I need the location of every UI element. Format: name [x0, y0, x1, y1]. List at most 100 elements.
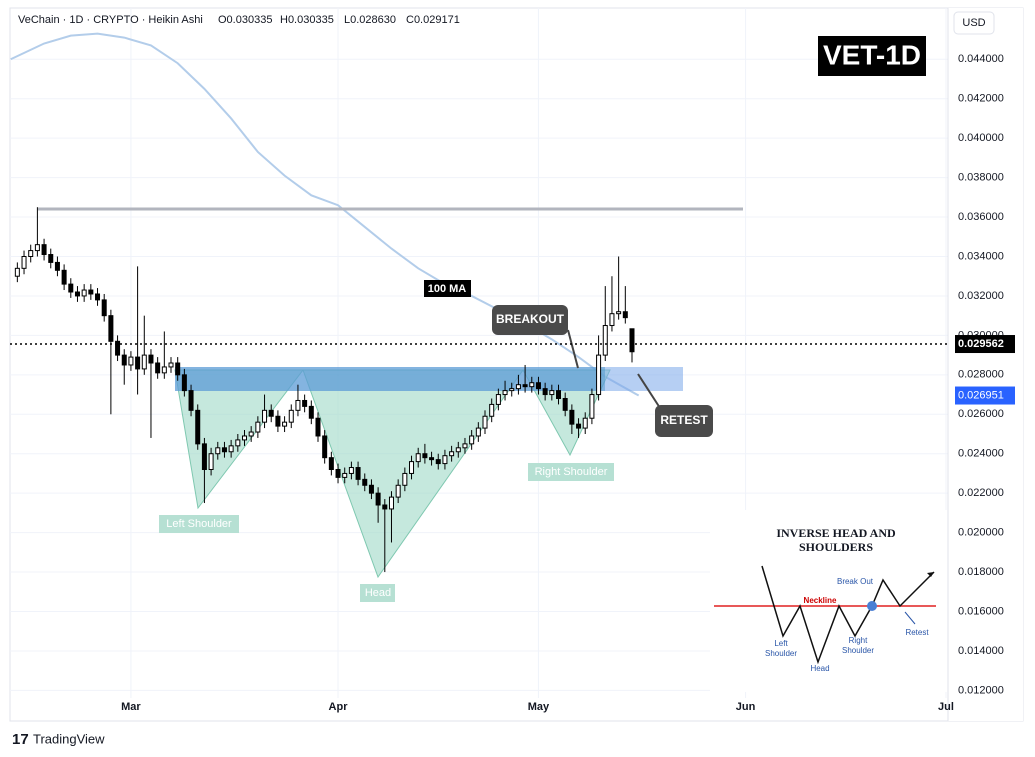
candle-body — [21, 256, 27, 269]
candle-body — [95, 293, 101, 301]
y-tick-label: 0.026000 — [958, 408, 1004, 420]
x-tick-label: Jul — [938, 701, 954, 713]
ohlc-open: O0.030335 — [218, 14, 272, 26]
time-axis: Mar Apr May Jun Jul — [121, 701, 954, 713]
x-tick-label: Jun — [736, 701, 756, 713]
candle-body — [562, 398, 568, 411]
candle-body — [382, 504, 388, 510]
candle-body — [368, 484, 374, 494]
candle-body — [148, 354, 154, 364]
inset-breakout-dot — [867, 601, 877, 611]
candle-body — [128, 356, 134, 366]
candle-body — [81, 289, 87, 297]
y-tick-label: 0.034000 — [958, 250, 1004, 262]
y-tick-label: 0.020000 — [958, 527, 1004, 539]
candle-body — [168, 362, 174, 368]
candle-body — [576, 423, 582, 429]
candle-body — [442, 455, 448, 465]
y-tick-label: 0.040000 — [958, 132, 1004, 144]
y-tick-label: 0.042000 — [958, 93, 1004, 105]
candle-body — [61, 269, 67, 285]
candle-body — [602, 325, 608, 356]
candle-body — [509, 388, 515, 392]
y-tick-label: 0.016000 — [958, 605, 1004, 617]
candle-body — [535, 382, 541, 390]
candle-body — [262, 409, 268, 423]
inset-retest-pointer — [904, 611, 916, 625]
candle-body — [255, 421, 261, 433]
candle-body — [34, 244, 40, 252]
candle-body — [141, 354, 147, 370]
candle-body — [288, 409, 294, 423]
branding: TradingView — [33, 731, 105, 746]
y-tick-label: 0.032000 — [958, 290, 1004, 302]
inset-title: SHOULDERS — [799, 540, 873, 554]
candle-body — [248, 431, 254, 437]
right-shoulder-box — [528, 463, 614, 481]
badge-box — [818, 36, 926, 76]
inset-retest-label: Retest — [905, 628, 929, 637]
candle-body — [455, 447, 461, 453]
candle-body — [422, 453, 428, 459]
ma-label: 100 MA — [428, 283, 467, 295]
ohlc-low: L0.028630 — [344, 14, 396, 26]
candle-body — [355, 467, 361, 480]
y-tick-label: 0.022000 — [958, 487, 1004, 499]
candle-body — [335, 469, 341, 478]
candle-body — [68, 283, 74, 293]
candle-body — [74, 291, 80, 297]
breakout-box — [492, 305, 568, 335]
x-tick-label: May — [528, 701, 550, 713]
header: VeChain · 1D · CRYPTO · Heikin Ashi O0.0… — [18, 14, 460, 26]
candle-body — [415, 453, 421, 463]
inset: INVERSE HEAD AND SHOULDERS Neckline Brea… — [710, 510, 948, 692]
candle-body — [295, 399, 301, 411]
y-tick-label: 0.018000 — [958, 566, 1004, 578]
retest-zone — [605, 367, 683, 391]
candle-body — [215, 447, 221, 455]
candle-body — [175, 362, 181, 376]
candle-body — [308, 405, 314, 419]
inset-left-label: Shoulder — [765, 649, 797, 658]
right-shoulder-label: Right Shoulder — [535, 466, 608, 478]
candle-body — [135, 356, 141, 370]
axis-bg — [948, 8, 1023, 721]
candle-body — [48, 254, 54, 263]
retest-label: RETEST — [660, 413, 708, 427]
left-shoulder-box — [159, 515, 239, 533]
candle-body — [629, 328, 635, 353]
ma-label-box — [424, 280, 471, 297]
candle-body — [402, 472, 408, 486]
candle-body — [302, 399, 308, 407]
candle-body — [435, 459, 441, 465]
breakout-label: BREAKOUT — [496, 312, 565, 326]
candle-body — [495, 394, 501, 405]
candle-body — [108, 315, 114, 342]
candle-body — [555, 390, 562, 400]
candles — [14, 207, 635, 573]
candle-body — [395, 484, 401, 498]
inset-neckline-label: Neckline — [804, 596, 837, 605]
candle-body — [221, 447, 227, 453]
candle-body — [362, 478, 368, 486]
symbol: VeChain · 1D · CRYPTO · Heikin Ashi — [18, 14, 203, 26]
currency: USD — [962, 17, 985, 29]
candle-body — [522, 384, 528, 388]
badge: VET-1D — [823, 39, 921, 70]
candle-body — [54, 261, 60, 271]
last-price-label: 0.029562 — [958, 338, 1004, 350]
candle-body — [515, 384, 521, 390]
inset-zigzag — [761, 565, 935, 665]
x-tick-label: Mar — [121, 701, 141, 713]
candle-body — [268, 409, 274, 417]
candle-body — [121, 354, 127, 366]
candle-body — [282, 421, 288, 427]
candle-body — [489, 403, 495, 417]
ma-value-label: 0.026951 — [958, 389, 1004, 401]
candle-body — [375, 492, 381, 506]
candle-body — [322, 435, 328, 459]
candle-body — [155, 362, 161, 374]
candle-body — [201, 443, 207, 471]
inset-bg — [710, 510, 948, 692]
